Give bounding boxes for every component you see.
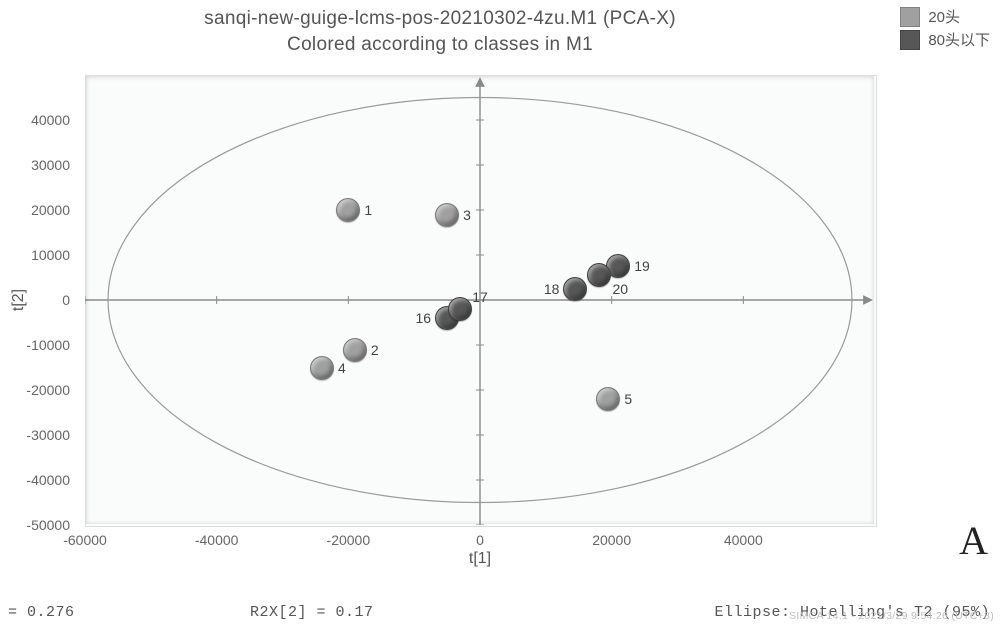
points-layer: 1 2 3 4 5 16 17 18 19 20 bbox=[85, 75, 875, 525]
y-tick-label: -40000 bbox=[26, 472, 70, 488]
y-tick-label: 0 bbox=[62, 292, 70, 308]
data-point-label: 20 bbox=[613, 281, 629, 297]
data-point[interactable] bbox=[336, 198, 360, 222]
data-point[interactable] bbox=[310, 356, 334, 380]
plot-area[interactable]: 1 2 3 4 5 16 17 18 19 20 bbox=[85, 75, 875, 525]
y-tick-label: -50000 bbox=[26, 517, 70, 533]
data-point-label: 5 bbox=[624, 391, 632, 407]
x-tick-label: -20000 bbox=[327, 532, 371, 548]
footer-mid: R2X[2] = 0.17 bbox=[250, 604, 374, 621]
y-tick-label: 10000 bbox=[31, 247, 70, 263]
data-point-label: 19 bbox=[634, 258, 650, 274]
x-tick-label: 0 bbox=[476, 532, 484, 548]
y-axis-label: t[2] bbox=[10, 289, 28, 311]
x-tick-label: -60000 bbox=[63, 532, 107, 548]
panel-label: A bbox=[959, 517, 988, 564]
data-point-label: 17 bbox=[472, 289, 488, 305]
y-tick-label: -20000 bbox=[26, 382, 70, 398]
y-tick-label: 20000 bbox=[31, 202, 70, 218]
x-tick-label: 20000 bbox=[592, 532, 631, 548]
title-line-2: Colored according to classes in M1 bbox=[0, 32, 880, 58]
legend-label-0: 20头 bbox=[928, 6, 960, 27]
data-point-label: 18 bbox=[544, 281, 560, 297]
x-tick-label: 40000 bbox=[724, 532, 763, 548]
root: sanqi-new-guige-lcms-pos-20210302-4zu.M1… bbox=[0, 0, 1000, 624]
y-tick-label: -30000 bbox=[26, 427, 70, 443]
legend-label-1: 80头以下 bbox=[928, 29, 990, 50]
legend-item-1: 80头以下 bbox=[900, 29, 990, 50]
y-tick-label: 30000 bbox=[31, 157, 70, 173]
legend-item-0: 20头 bbox=[900, 6, 990, 27]
watermark: SIMCA 14.1 - 2021/3/29 9:54:26 (UTC+8) bbox=[789, 610, 994, 622]
data-point-label: 1 bbox=[364, 202, 372, 218]
data-point[interactable] bbox=[343, 338, 367, 362]
data-point-label: 2 bbox=[371, 342, 379, 358]
footer-left: = 0.276 bbox=[8, 604, 75, 621]
data-point-label: 3 bbox=[463, 207, 471, 223]
legend-swatch-0 bbox=[900, 7, 920, 27]
data-point[interactable] bbox=[596, 387, 620, 411]
legend: 20头 80头以下 bbox=[900, 6, 990, 52]
data-point-label: 4 bbox=[338, 360, 346, 376]
data-point[interactable] bbox=[587, 263, 611, 287]
legend-swatch-1 bbox=[900, 30, 920, 50]
data-point-label: 16 bbox=[416, 310, 432, 326]
title-line-1: sanqi-new-guige-lcms-pos-20210302-4zu.M1… bbox=[0, 6, 880, 32]
y-tick-label: -10000 bbox=[26, 337, 70, 353]
data-point[interactable] bbox=[448, 297, 472, 321]
data-point[interactable] bbox=[563, 277, 587, 301]
x-axis-label: t[1] bbox=[85, 550, 875, 568]
y-tick-label: 40000 bbox=[31, 112, 70, 128]
data-point[interactable] bbox=[435, 203, 459, 227]
chart-titles: sanqi-new-guige-lcms-pos-20210302-4zu.M1… bbox=[0, 6, 880, 58]
x-tick-label: -40000 bbox=[195, 532, 239, 548]
